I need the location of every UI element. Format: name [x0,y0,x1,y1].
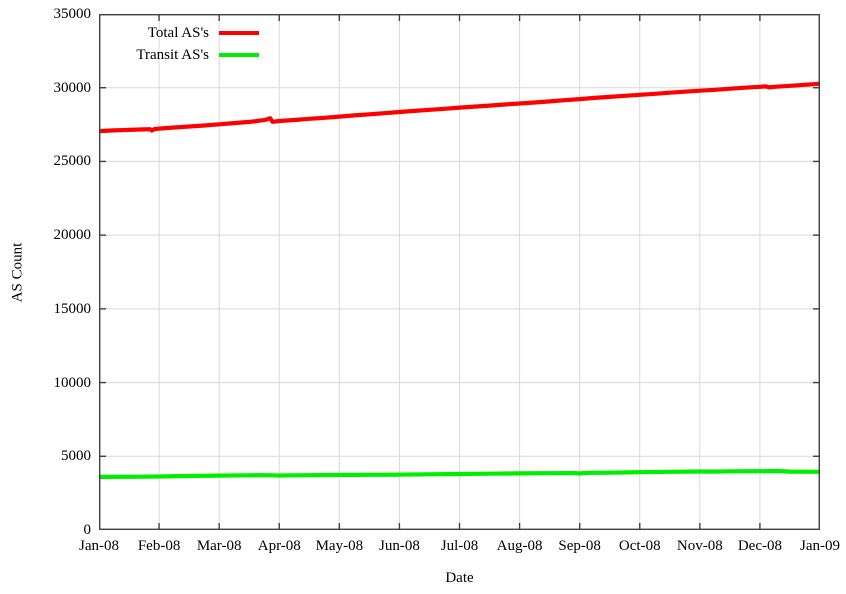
y-tick-label: 30000 [53,79,92,96]
x-axis-title: Date [445,570,474,586]
x-tick-label: Aug-08 [496,538,543,554]
legend-label: Total AS's [147,24,209,41]
y-tick-label: 35000 [53,6,92,22]
x-tick-label: Oct-08 [618,538,661,554]
y-tick-label: 5000 [61,448,91,465]
plot-svg [99,14,820,530]
y-tick-label: 10000 [53,374,92,391]
x-tick-label: Feb-08 [137,538,181,554]
y-tick-label: 20000 [53,227,92,244]
legend-row: Total AS's [99,22,259,44]
x-tick-label: Jun-08 [378,538,420,554]
plot-area [99,14,820,530]
legend: Total AS's Transit AS's [99,22,259,66]
x-tick-label: Dec-08 [737,538,782,554]
series-line [99,468,820,479]
x-tick-label: Nov-08 [676,538,723,554]
legend-line-sample [219,31,259,35]
legend-label: Transit AS's [136,46,209,63]
legend-line-sample [219,53,259,57]
legend-row: Transit AS's [99,44,259,66]
x-tick-label: Mar-08 [196,538,242,554]
x-tick-label: Jan-09 [800,538,840,554]
series-line [99,81,820,134]
x-tick-label: Jul-08 [440,538,479,554]
y-tick-label: 0 [83,522,92,538]
x-tick-label: May-08 [315,538,364,554]
x-tick-label: Jan-08 [79,538,119,554]
x-tick-label: Sep-08 [558,538,601,554]
x-tick-label: Apr-08 [257,538,301,554]
y-tick-label: 25000 [53,153,92,170]
y-tick-label: 15000 [53,300,92,317]
